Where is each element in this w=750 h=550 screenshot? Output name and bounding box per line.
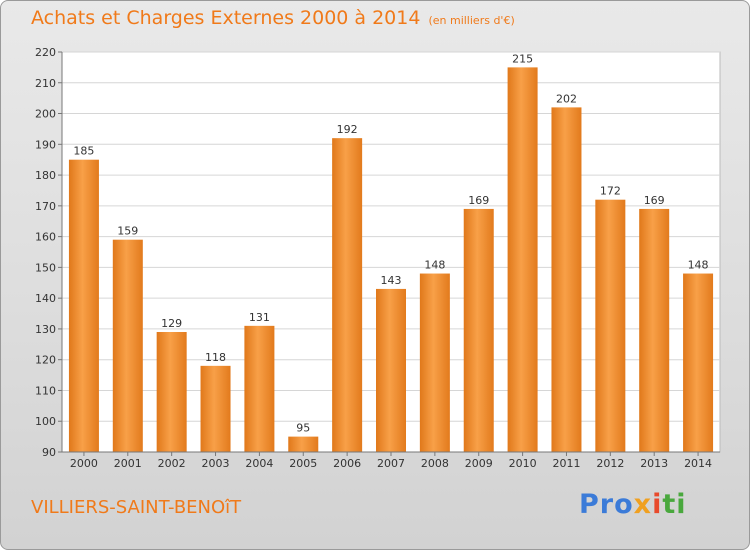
y-tick-label: 90 [42,446,56,459]
logo-part-1: Pro [579,489,634,520]
bar-2004 [244,325,275,452]
x-tick-label-2004: 2004 [245,457,273,470]
y-tick-label: 210 [35,77,56,90]
bar-2013 [639,208,670,452]
x-tick-label-2001: 2001 [114,457,142,470]
value-label-2002: 129 [161,317,182,330]
bar-2002 [156,332,187,452]
y-tick-label: 130 [35,323,56,336]
value-label-2000: 185 [73,145,94,158]
commune-name: VILLIERS-SAINT-BENOîT [31,497,242,518]
x-tick-label-2013: 2013 [640,457,668,470]
logo-part-4: ti [662,489,687,520]
y-tick-label: 200 [35,108,56,121]
chart-title: Achats et Charges Externes 2000 à 2014 (e… [31,7,515,29]
value-label-2013: 169 [644,194,665,207]
value-label-2003: 118 [205,351,226,364]
logo-part-3: i [652,489,663,520]
value-label-2010: 215 [512,52,533,65]
bar-2008 [419,273,450,452]
y-tick-label: 180 [35,169,56,182]
y-tick-label: 190 [35,138,56,151]
x-tick-label-2012: 2012 [596,457,624,470]
y-tick-label: 110 [35,384,56,397]
value-label-2011: 202 [556,92,577,105]
x-tick-label-2009: 2009 [465,457,493,470]
y-tick-label: 220 [35,46,56,59]
x-tick-label-2002: 2002 [158,457,186,470]
value-label-2001: 159 [117,225,138,238]
bar-2000 [68,159,99,452]
x-tick-label-2007: 2007 [377,457,405,470]
bar-2006 [332,138,363,452]
y-tick-label: 170 [35,200,56,213]
value-label-2014: 148 [688,259,709,272]
y-tick-label: 140 [35,292,56,305]
bar-2014 [683,273,714,452]
value-label-2008: 148 [424,259,445,272]
bar-2011 [551,107,582,452]
x-tick-label-2006: 2006 [333,457,361,470]
x-tick-label-2011: 2011 [552,457,580,470]
value-label-2004: 131 [249,311,270,324]
value-label-2006: 192 [337,123,358,136]
bar-2005 [288,436,319,452]
x-tick-label-2008: 2008 [421,457,449,470]
chart-title-text: Achats et Charges Externes 2000 à 2014 [31,7,421,29]
y-tick-label: 160 [35,231,56,244]
y-tick-label: 150 [35,261,56,274]
value-label-2009: 169 [468,194,489,207]
value-label-2012: 172 [600,185,621,198]
bar-2007 [376,288,406,452]
bar-2009 [463,208,494,452]
x-tick-label-2005: 2005 [289,457,317,470]
x-tick-label-2003: 2003 [202,457,230,470]
value-label-2007: 143 [381,274,402,287]
bar-2010 [507,67,538,452]
y-tick-label: 120 [35,354,56,367]
x-tick-label-2000: 2000 [70,457,98,470]
bar-2003 [200,365,231,452]
proxiti-logo[interactable]: Proxiti [579,489,687,520]
bar-2012 [595,199,626,452]
x-tick-label-2010: 2010 [509,457,537,470]
chart-unit: (en milliers d'€) [428,14,515,27]
bar-2001 [112,239,143,452]
y-tick-label: 100 [35,415,56,428]
logo-part-2: x [633,489,653,520]
value-label-2005: 95 [296,422,310,435]
x-tick-label-2014: 2014 [684,457,712,470]
